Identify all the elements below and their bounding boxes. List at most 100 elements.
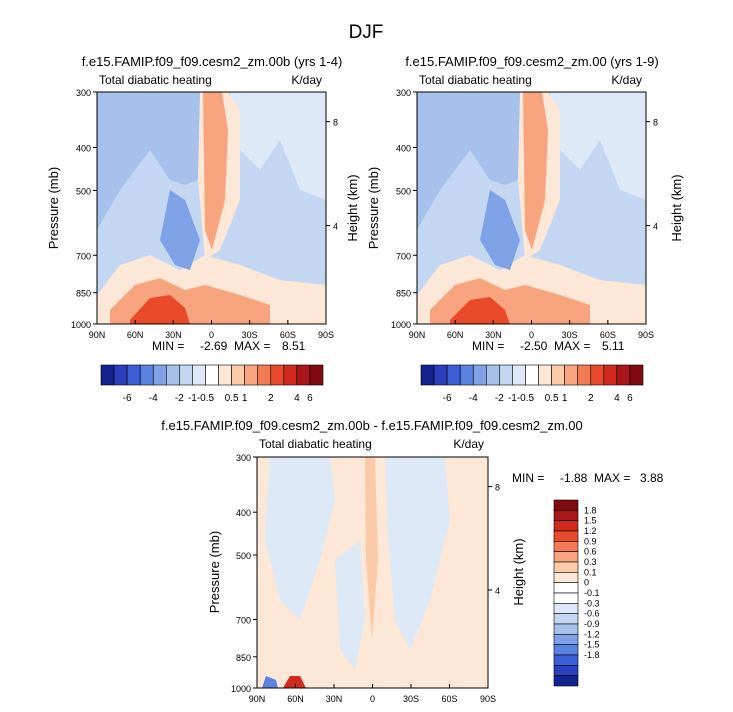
colorbar-label: 2 [268, 393, 274, 404]
x-tick-label: 0 [529, 330, 534, 340]
colorbar-label: -1.2 [584, 629, 600, 639]
panel-3-min-label: MIN = [512, 471, 544, 485]
panel-3-surface-hot-spot [283, 676, 306, 688]
x-tick-label: 60N [447, 330, 464, 340]
y-tick-label: 1000 [391, 320, 411, 330]
y-tick-label: 850 [236, 653, 251, 663]
height-tick-label: 4 [333, 222, 338, 232]
x-tick-label: 90S [638, 330, 654, 340]
panel-1-neutral-band [230, 92, 326, 200]
panel-2-y-ticks: 300 400 500 700 850 1000 [391, 88, 417, 330]
colorbar-cell [139, 364, 154, 386]
panel-2-ylabel: Pressure (mb) [366, 167, 381, 249]
colorbar-label: 1.5 [584, 516, 597, 526]
x-tick-label: 30N [326, 694, 343, 704]
colorbar-cell [525, 364, 539, 386]
colorbar-cell [553, 541, 579, 552]
panel-3-cool-region-b [385, 457, 450, 650]
panel-2-colorbar: -6 -4 -2 -1 -0.5 0.5 1 2 4 6 [420, 364, 644, 404]
colorbar-label: -1 [508, 393, 517, 404]
colorbar-label: -1 [188, 393, 197, 404]
colorbar-cell [553, 665, 579, 676]
x-tick-label: 30S [562, 330, 578, 340]
panel-3-warm-streak [365, 457, 378, 640]
colorbar-cell [553, 551, 579, 563]
panel-3-max-label: MAX = [594, 471, 630, 485]
colorbar-label: -0.1 [584, 588, 600, 598]
height-tick-label: 4 [653, 222, 658, 232]
panel-1-x-ticks: 90N 60N 30N 0 30S 60S 90S [89, 320, 334, 340]
colorbar-cell [472, 364, 487, 386]
panel-1-variable-label: Total diabatic heating [99, 73, 212, 87]
panel-2-title: f.e15.FAMIP.f09_f09.cesm2_zm.00 (yrs 1-9… [405, 54, 658, 69]
panel-3-title: f.e15.FAMIP.f09_f09.cesm2_zm.00b - f.e15… [161, 418, 583, 433]
colorbar-cell [179, 364, 193, 386]
colorbar-cell [485, 364, 500, 386]
colorbar-cell [257, 364, 272, 386]
colorbar-cell [553, 499, 579, 511]
panel-1-lower-cooling [160, 190, 200, 270]
y-tick-label: 400 [396, 143, 411, 153]
panel-2-max-value: 5.11 [602, 339, 625, 353]
colorbar-cell [564, 364, 579, 386]
panel-1-max-label: MAX = [234, 339, 270, 353]
colorbar-label: 6 [627, 393, 633, 404]
colorbar-label: 2 [588, 393, 594, 404]
figure-title: DJF [349, 22, 384, 43]
colorbar-label: -2 [495, 393, 504, 404]
colorbar-label: 4 [614, 393, 620, 404]
panel-3-units-label: K/day [453, 437, 484, 451]
colorbar-label: -0.6 [584, 609, 600, 619]
panel-3-ylabel: Pressure (mb) [207, 531, 222, 613]
y-tick-label: 700 [76, 251, 91, 261]
y-tick-label: 300 [236, 453, 251, 463]
colorbar-cell [165, 364, 180, 386]
colorbar-label: 1 [242, 393, 248, 404]
colorbar-cell [616, 364, 631, 386]
colorbar-label: 4 [294, 393, 300, 404]
height-tick-label: 8 [495, 483, 500, 493]
colorbar-cell [499, 364, 513, 386]
panel-3-cool-region-c [335, 540, 365, 670]
colorbar-cell [270, 364, 285, 386]
x-tick-label: 90S [480, 694, 496, 704]
x-tick-label: 30S [403, 694, 419, 704]
colorbar-label: -4 [469, 393, 478, 404]
x-tick-label: 90S [318, 330, 334, 340]
x-tick-label: 30S [242, 330, 258, 340]
panel-2-boundary-max [450, 297, 510, 324]
colorbar-label: 1.2 [584, 526, 597, 536]
colorbar-cell [100, 364, 115, 386]
colorbar-label: -1.8 [584, 650, 600, 660]
colorbar-cell [590, 364, 605, 386]
panel-3-min-value: -1.88 [560, 471, 588, 485]
colorbar-cell [553, 654, 579, 666]
panel-2: f.e15.FAMIP.f09_f09.cesm2_zm.00 (yrs 1-9… [366, 54, 684, 404]
height-tick-label: 8 [333, 118, 338, 128]
colorbar-cell [283, 364, 298, 386]
colorbar-cell [553, 530, 579, 542]
x-tick-label: 90N [89, 330, 106, 340]
colorbar-label: -2 [175, 393, 184, 404]
colorbar-cell [553, 634, 579, 645]
colorbar-cell [446, 364, 461, 386]
y-tick-label: 700 [396, 251, 411, 261]
colorbar-label: 0.3 [584, 557, 597, 567]
x-tick-label: 90N [249, 694, 266, 704]
panel-2-field [417, 92, 646, 324]
y-tick-label: 700 [236, 616, 251, 626]
y-tick-label: 850 [76, 289, 91, 299]
colorbar-cell [296, 364, 311, 386]
x-tick-label: 60S [280, 330, 296, 340]
colorbar-label: 0.9 [584, 536, 597, 546]
panel-2-ylabel-right: Height (km) [669, 174, 684, 241]
colorbar-cell [126, 364, 141, 386]
colorbar-cell [551, 364, 565, 386]
panel-3-y-ticks: 300 400 500 700 850 1000 [231, 453, 257, 694]
panel-2-min-label: MIN = [472, 339, 504, 353]
colorbar-cell [629, 364, 644, 386]
x-tick-label: 30N [165, 330, 182, 340]
y-tick-label: 500 [76, 186, 91, 196]
panel-3-variable-label: Total diabatic heating [259, 437, 372, 451]
